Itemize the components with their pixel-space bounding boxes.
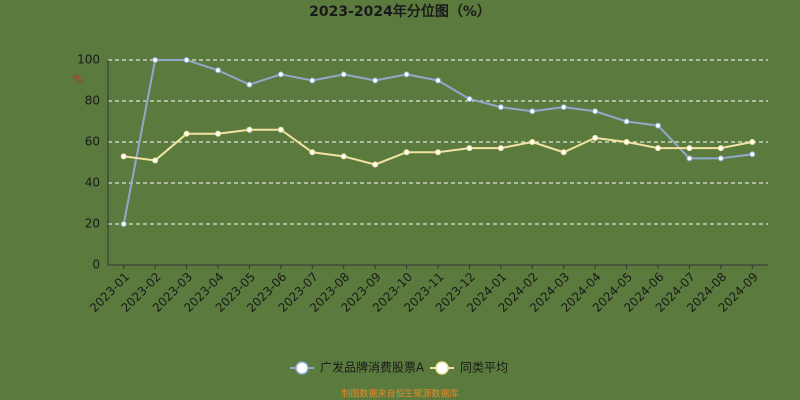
legend-marker	[295, 361, 309, 375]
data-point	[435, 77, 441, 84]
y-tick-label: 20	[85, 217, 100, 231]
data-point	[686, 155, 693, 162]
data-point	[560, 149, 567, 156]
data-point	[120, 221, 127, 227]
y-tick-label: 60	[85, 135, 100, 149]
data-point	[717, 145, 724, 152]
data-point	[529, 108, 536, 115]
data-point	[372, 161, 379, 168]
footer: 制图数据来自恒生聚源数据库	[341, 388, 458, 400]
data-point	[183, 57, 190, 63]
data-point	[749, 139, 756, 145]
data-point	[655, 122, 661, 129]
data-point	[592, 134, 599, 141]
y-tick-label: 100	[77, 53, 100, 67]
chart-title: 2023-2024年分位图（%）	[309, 3, 491, 20]
data-point	[655, 145, 661, 152]
data-point	[152, 57, 159, 63]
data-point	[309, 77, 316, 84]
data-point	[592, 108, 599, 115]
data-point	[623, 139, 630, 145]
data-point	[560, 104, 567, 111]
data-point	[717, 155, 724, 162]
data-point	[497, 145, 504, 152]
data-point	[497, 104, 504, 111]
data-point	[686, 145, 693, 152]
data-point	[340, 71, 347, 78]
data-point	[215, 130, 221, 137]
y-tick-label: 0	[92, 258, 100, 272]
data-point	[529, 139, 536, 145]
data-point	[120, 153, 127, 160]
data-point	[246, 81, 253, 88]
y-axis-label: %	[73, 73, 83, 86]
data-point	[152, 157, 159, 164]
data-point	[749, 151, 756, 158]
data-point	[623, 118, 630, 125]
data-point	[246, 126, 253, 133]
data-point	[466, 145, 473, 152]
data-point	[277, 126, 284, 133]
data-point	[403, 149, 410, 156]
data-point	[372, 77, 379, 84]
data-point	[466, 95, 473, 102]
y-tick-label: 80	[85, 94, 100, 108]
legend-marker	[435, 361, 449, 375]
data-point	[340, 153, 347, 160]
data-point	[183, 130, 190, 137]
legend-label: 同类平均	[460, 361, 508, 375]
data-point	[403, 71, 410, 78]
data-point	[215, 67, 221, 74]
data-point	[435, 149, 441, 156]
legend-label: 广发品牌消费股票A	[320, 360, 425, 375]
y-tick-label: 40	[85, 176, 100, 190]
data-point	[277, 71, 284, 78]
data-point	[309, 149, 316, 156]
